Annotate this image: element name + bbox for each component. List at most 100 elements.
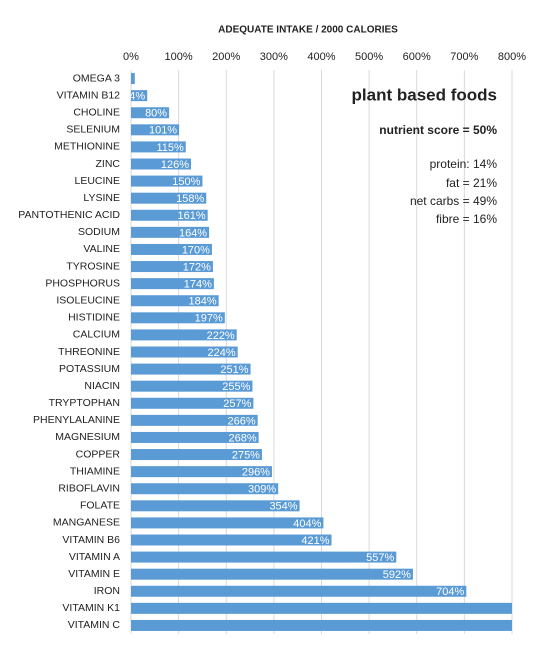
y-tick-label: HISTIDINE <box>68 312 120 324</box>
data-label: 257% <box>223 398 251 410</box>
data-label: 224% <box>208 347 236 359</box>
bar <box>131 329 237 341</box>
x-tick-label: 700% <box>450 51 478 63</box>
x-tick-label: 0% <box>123 51 139 63</box>
bar <box>131 346 238 358</box>
y-tick-label: TRYPTOPHAN <box>49 397 120 409</box>
y-tick-label: CALCIUM <box>73 329 120 341</box>
bar <box>131 261 213 273</box>
annotation: plant based foods <box>352 85 497 104</box>
bar <box>131 466 272 478</box>
y-tick-label: THIAMINE <box>70 465 120 477</box>
bar <box>131 73 135 85</box>
data-label: 184% <box>188 296 216 308</box>
data-label: 34% <box>123 91 145 103</box>
chart-title: ADEQUATE INTAKE / 2000 CALORIES <box>218 25 398 36</box>
data-label: 592% <box>383 569 411 581</box>
y-tick-label: ISOLEUCINE <box>56 295 120 307</box>
data-label: 222% <box>207 330 235 342</box>
y-tick-label: IRON <box>94 585 120 597</box>
bar <box>131 141 186 153</box>
annotation: fat = 21% <box>446 176 497 190</box>
bar <box>131 414 258 426</box>
data-label: 101% <box>149 125 177 137</box>
x-tick-label: 800% <box>498 51 526 63</box>
y-tick-label: VITAMIN B12 <box>57 89 121 101</box>
bar <box>131 243 212 255</box>
y-tick-label: NIACIN <box>84 380 120 392</box>
bar <box>131 226 210 238</box>
data-label: 197% <box>195 313 223 325</box>
y-tick-label: METHIONINE <box>54 141 120 153</box>
bar <box>131 585 467 597</box>
bar <box>131 483 279 495</box>
data-label: 704% <box>436 586 464 598</box>
y-tick-label: MANGANESE <box>53 517 120 529</box>
bar <box>131 500 300 512</box>
x-tick-label: 100% <box>165 51 193 63</box>
bar <box>131 568 413 580</box>
x-tick-label: 600% <box>403 51 431 63</box>
data-label: 557% <box>366 552 394 564</box>
bar <box>131 209 208 221</box>
y-tick-label: CHOLINE <box>73 107 120 119</box>
data-label: 421% <box>301 535 329 547</box>
data-label: 170% <box>182 244 210 256</box>
y-tick-label: COPPER <box>76 448 121 460</box>
y-tick-label: VITAMIN K1 <box>62 602 120 614</box>
y-tick-label: ZINC <box>96 158 121 170</box>
bar <box>131 534 332 546</box>
bar <box>131 124 180 136</box>
y-tick-label: MAGNESIUM <box>55 431 120 443</box>
bar <box>131 192 207 204</box>
y-tick-label: SODIUM <box>78 226 120 238</box>
data-label: 251% <box>220 364 248 376</box>
bar <box>131 363 251 375</box>
bar <box>131 278 214 290</box>
y-tick-label: VITAMIN A <box>69 551 120 563</box>
y-tick-label: PHOSPHORUS <box>45 277 120 289</box>
annotation: fibre = 16% <box>436 212 497 226</box>
data-label: 150% <box>172 176 200 188</box>
y-tick-label: TYROSINE <box>66 260 120 272</box>
y-tick-label: VITAMIN E <box>68 568 120 580</box>
y-tick-label: FOLATE <box>80 500 120 512</box>
bar <box>131 175 203 187</box>
x-tick-label: 300% <box>260 51 288 63</box>
data-label: 266% <box>228 415 256 427</box>
data-label: 354% <box>269 501 297 513</box>
y-tick-label: LEUCINE <box>74 175 120 187</box>
bar <box>131 107 170 119</box>
data-label: 172% <box>183 261 211 273</box>
data-label: 174% <box>184 279 212 291</box>
data-label: 255% <box>222 381 250 393</box>
data-label: 126% <box>161 159 189 171</box>
annotation: net carbs = 49% <box>410 194 497 208</box>
y-tick-label: LYSINE <box>83 192 120 204</box>
y-tick-label: PHENYLALANINE <box>33 414 120 426</box>
bar <box>131 397 254 409</box>
data-label: 115% <box>156 142 184 154</box>
data-label: 296% <box>242 467 270 479</box>
y-tick-label: VITAMIN B6 <box>62 534 120 546</box>
y-tick-label: RIBOFLAVIN <box>58 483 120 495</box>
annotation: nutrient score = 50% <box>379 123 497 137</box>
bar <box>131 449 262 461</box>
y-tick-label: POTASSIUM <box>59 363 120 375</box>
data-label: 164% <box>179 227 207 239</box>
data-label: 309% <box>248 484 276 496</box>
bar <box>131 295 219 307</box>
bar <box>131 158 192 170</box>
y-tick-label: SELENIUM <box>66 124 120 136</box>
x-tick-label: 500% <box>355 51 383 63</box>
x-tick-label: 200% <box>212 51 240 63</box>
bar <box>131 90 148 102</box>
y-tick-label: OMEGA 3 <box>73 72 120 84</box>
x-tick-label: 400% <box>307 51 335 63</box>
bar <box>131 551 397 563</box>
data-label: 275% <box>232 449 260 461</box>
bar <box>131 602 512 614</box>
data-label: 404% <box>293 518 321 530</box>
annotation: protein: 14% <box>430 157 498 171</box>
